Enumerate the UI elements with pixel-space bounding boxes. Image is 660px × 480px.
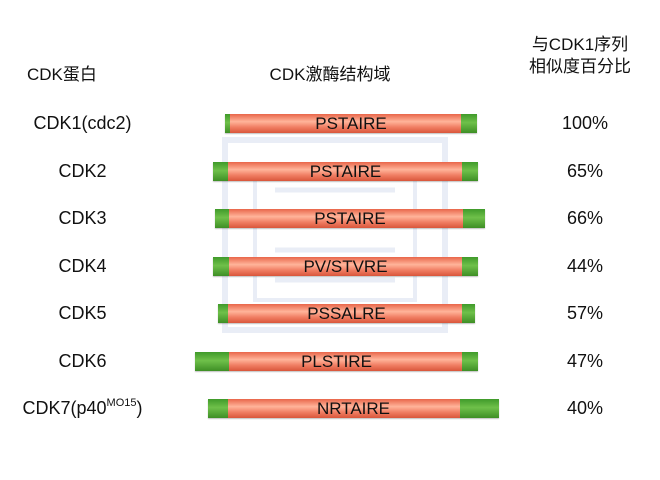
cdk-name-superscript: MO15 xyxy=(106,397,137,409)
kinase-domain-core xyxy=(229,352,462,371)
kinase-domain-core xyxy=(229,257,462,276)
kinase-domain-bar: PSTAIRE xyxy=(215,209,485,228)
cdk-row: CDK3 PSTAIRE 66% xyxy=(0,206,660,230)
cdk-row: CDK6 PLSTIRE 47% xyxy=(0,349,660,373)
cdk-row: CDK1(cdc2) PSTAIRE 100% xyxy=(0,111,660,135)
cdk-name-main: CDK7(p40 xyxy=(22,398,107,418)
cdk-name: CDK1(cdc2) xyxy=(33,113,132,133)
cdk-name: CDK5 xyxy=(58,303,107,323)
kinase-domain-bar: PV/STVRE xyxy=(213,257,478,276)
cdk-row: CDK7(p40MO15) NRTAIRE 40% xyxy=(0,396,660,420)
kinase-domain-bar: PSSALRE xyxy=(218,304,475,323)
motif-label: PSTAIRE xyxy=(309,162,382,181)
cdk-row: CDK4 PV/STVRE 44% xyxy=(0,254,660,278)
cdk-name: CDK4 xyxy=(58,256,107,276)
similarity-value: 66% xyxy=(566,208,604,228)
motif-label: PLSTIRE xyxy=(301,352,372,371)
kinase-domain-core xyxy=(228,399,460,418)
kinase-domain-core xyxy=(228,304,462,323)
header-similarity-line2: 相似度百分比 xyxy=(529,57,631,76)
header-cdk-protein: CDK蛋白 xyxy=(27,65,97,84)
motif-label: PSTAIRE xyxy=(314,209,386,228)
header-similarity-line1: 与CDK1序列 xyxy=(531,35,629,54)
cdk-row: CDK5 PSSALRE 57% xyxy=(0,301,660,325)
similarity-value: 57% xyxy=(566,303,604,323)
header-kinase-domain: CDK激酶结构域 xyxy=(269,65,391,84)
motif-label: PV/STVRE xyxy=(303,257,388,276)
motif-label: PSTAIRE xyxy=(315,114,387,133)
kinase-domain-bar: NRTAIRE xyxy=(208,399,499,418)
similarity-value: 100% xyxy=(561,113,609,133)
similarity-value: 44% xyxy=(566,256,604,276)
cdk-name-suffix: ) xyxy=(136,398,143,418)
similarity-value: 65% xyxy=(566,161,604,181)
cdk-name: CDK6 xyxy=(58,351,107,371)
kinase-domain-core xyxy=(228,162,462,181)
kinase-domain-core xyxy=(229,209,463,228)
cdk-name: CDK7(p40MO15) xyxy=(0,396,165,420)
kinase-domain-bar: PLSTIRE xyxy=(195,352,478,371)
cdk-row: CDK2 PSTAIRE 65% xyxy=(0,159,660,183)
kinase-domain-core xyxy=(230,114,461,133)
cdk-name: CDK3 xyxy=(58,208,107,228)
kinase-domain-bar: PSTAIRE xyxy=(213,162,478,181)
motif-label: PSSALRE xyxy=(307,304,386,323)
similarity-value: 47% xyxy=(566,351,604,371)
cdk-name: CDK2 xyxy=(58,161,107,181)
kinase-domain-bar: PSTAIRE xyxy=(225,114,477,133)
motif-label: NRTAIRE xyxy=(316,399,391,418)
header-similarity: 与CDK1序列 相似度百分比 xyxy=(520,34,640,78)
similarity-value: 40% xyxy=(566,398,604,418)
